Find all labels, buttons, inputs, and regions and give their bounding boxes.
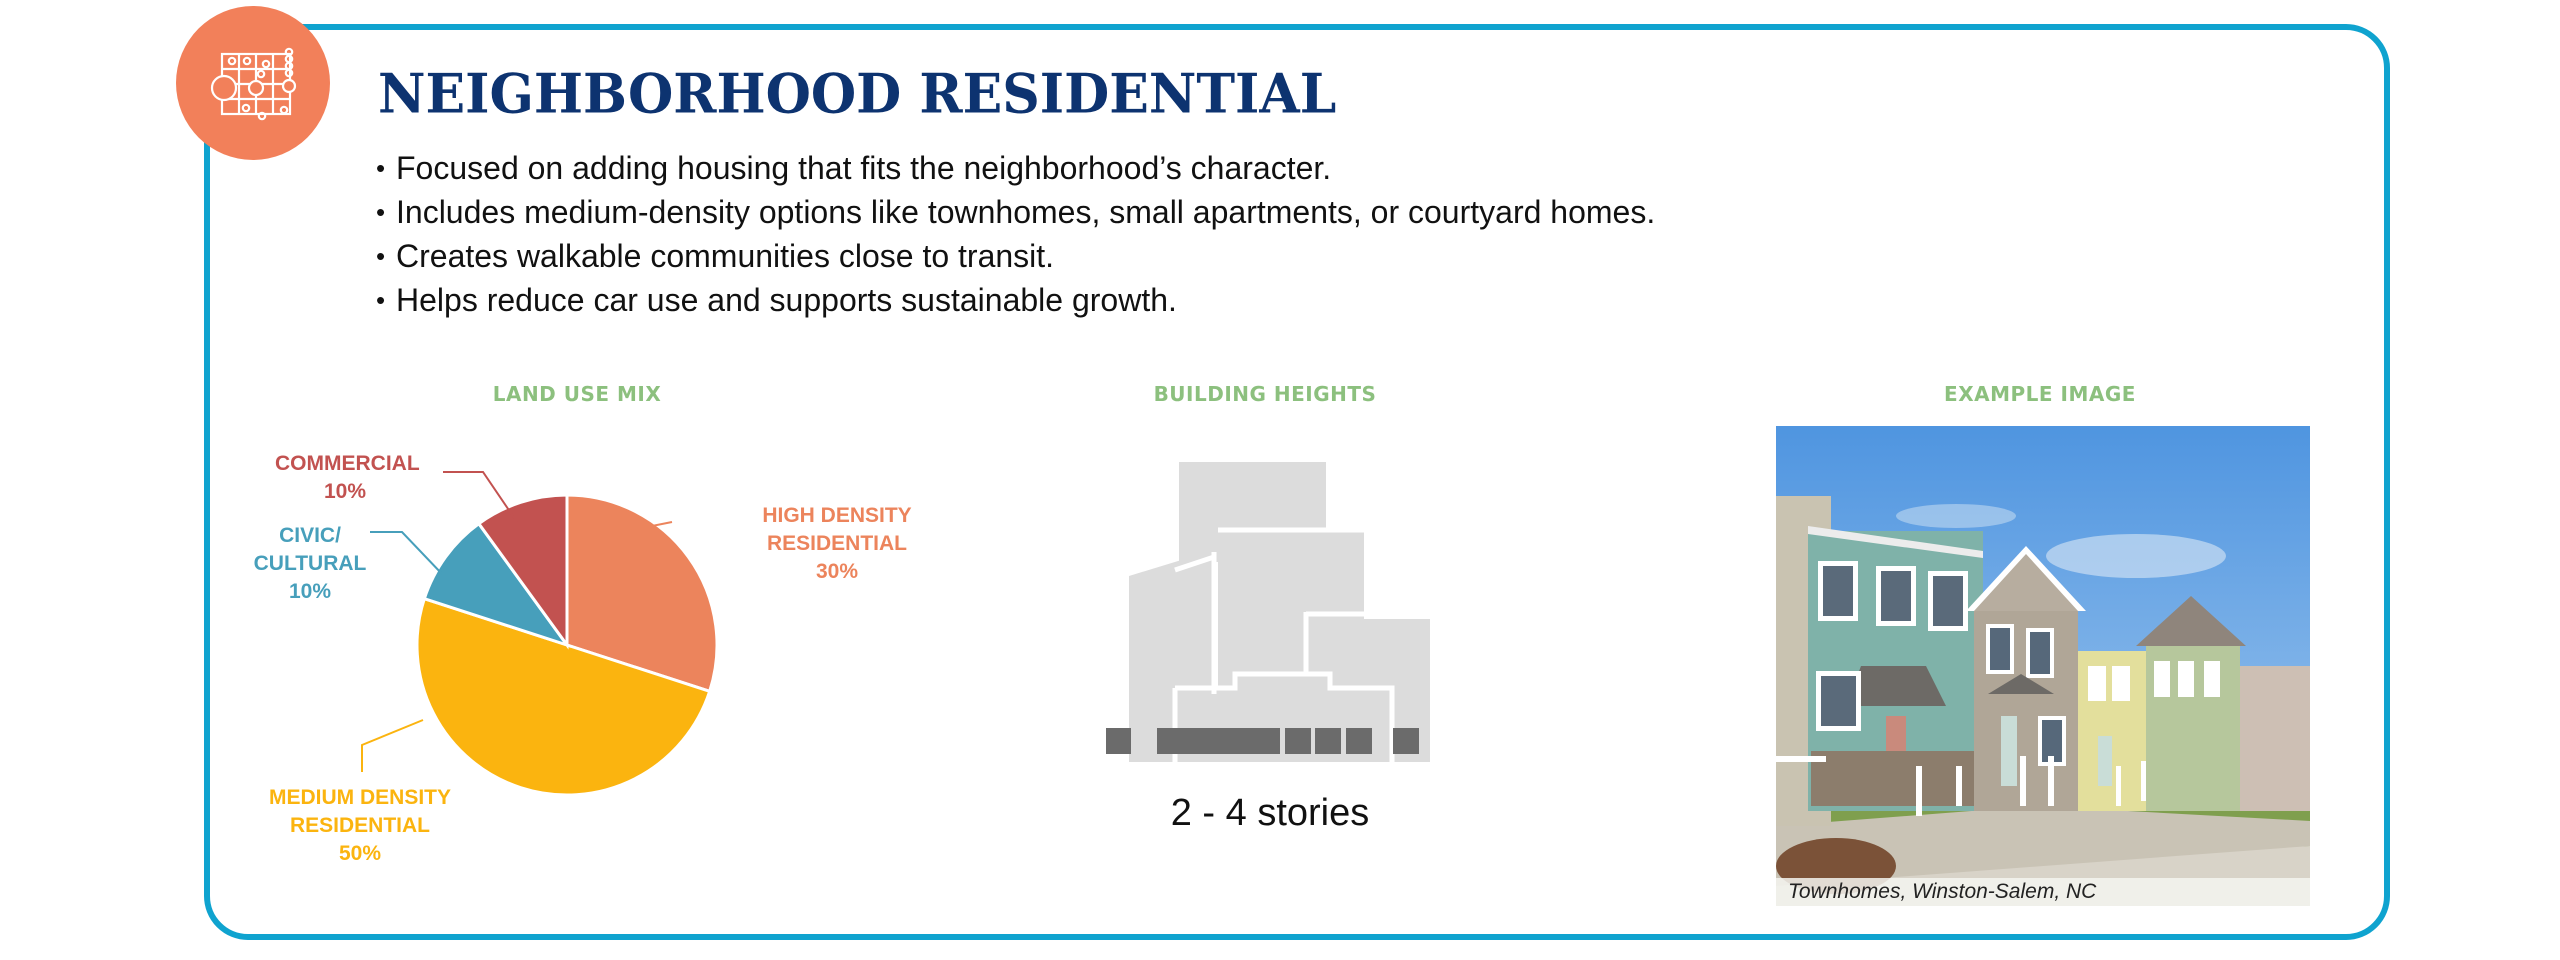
bullet-dot-icon: •: [376, 153, 386, 183]
pie-slice-commercial: [476, 493, 569, 650]
pie-slice-high-density: [565, 493, 719, 694]
pie-graphic: [361, 471, 719, 797]
bullet-item: • Creates walkable communities close to t…: [376, 234, 1655, 278]
building-heights-icon: [1100, 450, 1440, 770]
bullet-list: • Focused on adding housing that fits the…: [376, 146, 1655, 322]
bullet-dot-icon: •: [376, 241, 386, 271]
bullet-dot-icon: •: [376, 197, 386, 227]
bullet-item: • Includes medium-density options like to…: [376, 190, 1655, 234]
content-frame: [204, 24, 2390, 940]
land-use-pie-chart: COMMERCIAL 10% CIVIC/ CULTURAL 10% HIGH …: [240, 420, 960, 890]
high-density-label: HIGH DENSITY RESIDENTIAL 30%: [762, 504, 912, 583]
pie-slice-civic: [422, 521, 571, 648]
page-title: NEIGHBORHOOD RESIDENTIAL: [378, 62, 1337, 127]
neighborhood-grid-icon: [210, 47, 297, 121]
commercial-label: COMMERCIAL 10%: [275, 452, 420, 503]
bullet-item: • Focused on adding housing that fits the…: [376, 146, 1655, 190]
bullet-item: • Helps reduce car use and supports susta…: [376, 278, 1655, 322]
pie-slice-medium-density: [415, 596, 712, 797]
building-heights-value: 2 - 4 stories: [1170, 792, 1370, 834]
land-use-title: LAND USE MIX: [492, 382, 662, 406]
example-townhomes-photo: Townhomes, Winston-Salem, NC: [1776, 426, 2310, 906]
neighborhood-badge: [176, 6, 330, 160]
photo-caption: Townhomes, Winston-Salem, NC: [1776, 878, 2310, 906]
building-heights-title: BUILDING HEIGHTS: [1153, 382, 1377, 406]
bullet-dot-icon: •: [376, 285, 386, 315]
buildings-silhouette-icon: [1106, 462, 1430, 762]
townhomes-image: [1776, 426, 2310, 906]
civic-label: CIVIC/ CULTURAL 10%: [253, 524, 367, 603]
example-image-title: EXAMPLE IMAGE: [1944, 382, 2136, 406]
medium-density-label: MEDIUM DENSITY RESIDENTIAL 50%: [268, 786, 451, 865]
